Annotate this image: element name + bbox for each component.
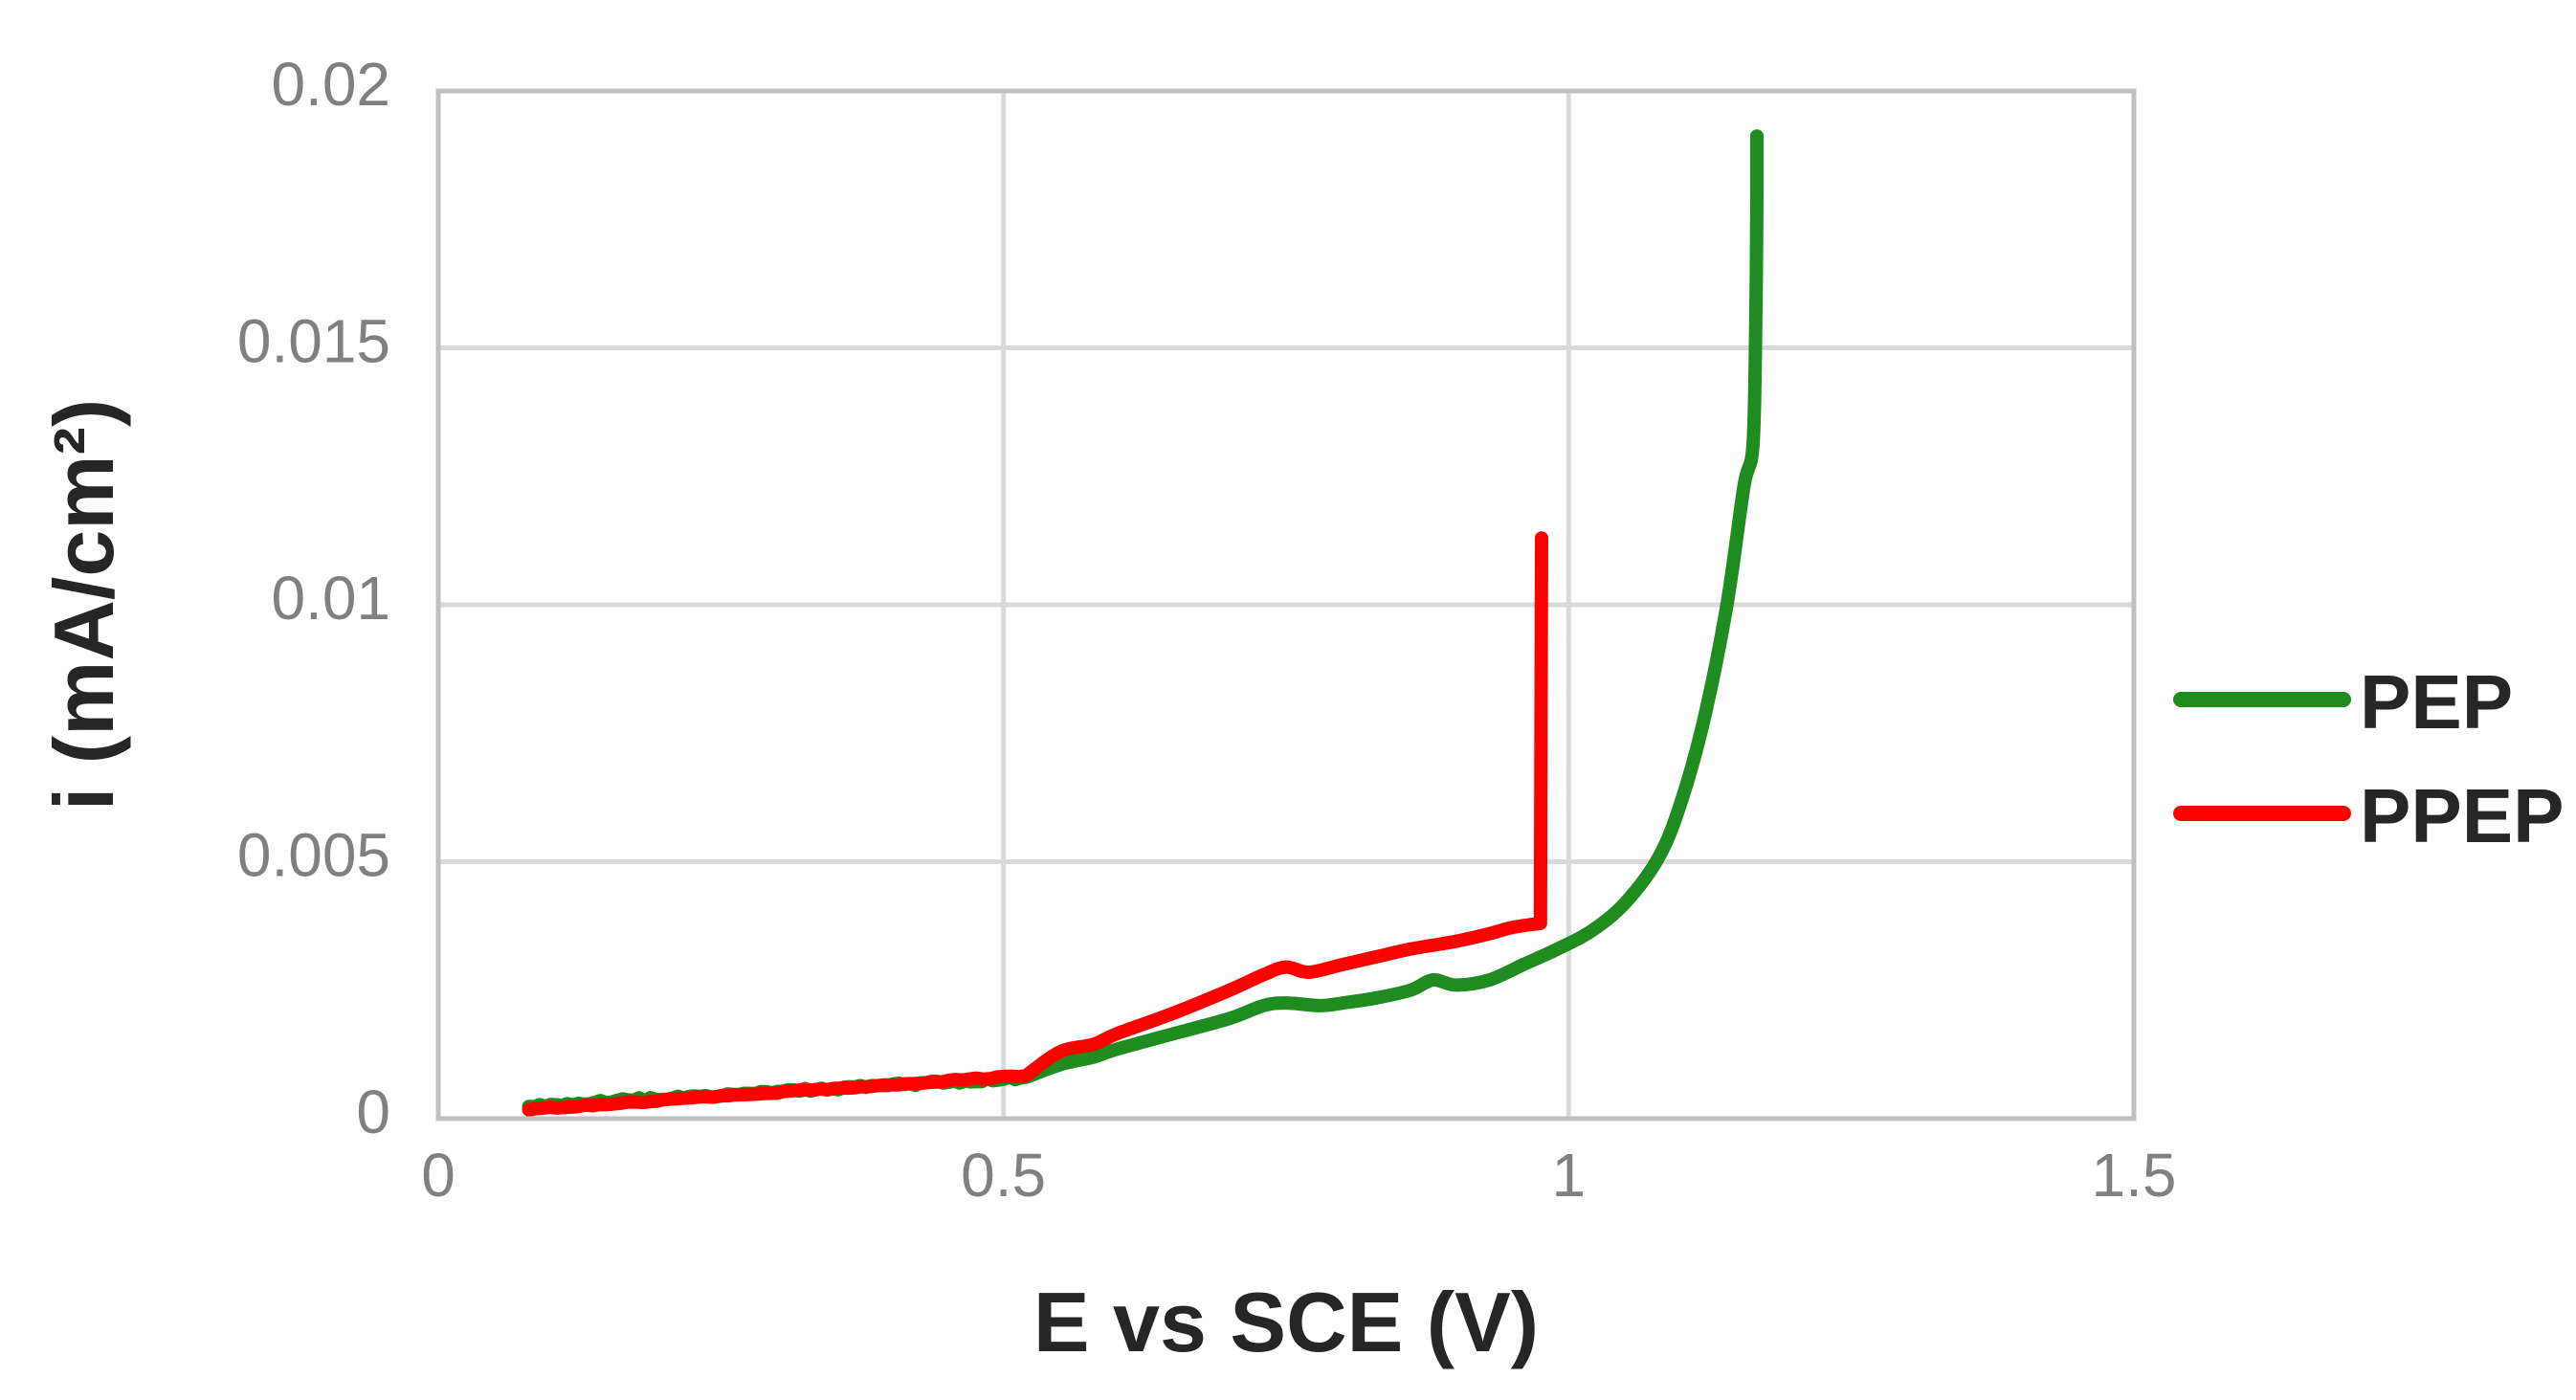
svg-text:0: 0 <box>421 1141 455 1210</box>
svg-text:1: 1 <box>1552 1141 1587 1210</box>
svg-text:PPEP: PPEP <box>2360 773 2564 858</box>
svg-text:0.02: 0.02 <box>271 50 390 119</box>
svg-text:0.5: 0.5 <box>961 1141 1046 1210</box>
svg-text:1.5: 1.5 <box>2092 1141 2177 1210</box>
svg-text:i (mA/cm²): i (mA/cm²) <box>36 399 131 811</box>
svg-text:E vs SCE (V): E vs SCE (V) <box>1033 1275 1539 1369</box>
svg-text:0.01: 0.01 <box>271 564 390 633</box>
svg-text:0.005: 0.005 <box>237 821 390 890</box>
svg-text:0: 0 <box>356 1078 390 1146</box>
svg-text:PEP: PEP <box>2360 659 2513 744</box>
svg-text:0.015: 0.015 <box>237 307 390 376</box>
